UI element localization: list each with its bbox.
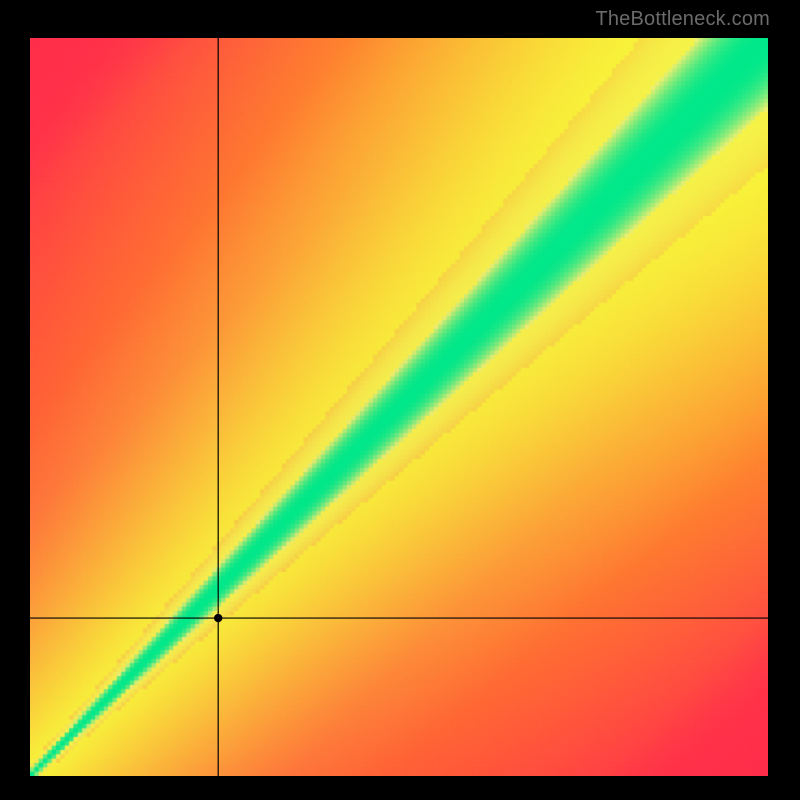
frame: TheBottleneck.com xyxy=(0,0,800,800)
watermark-label: TheBottleneck.com xyxy=(595,8,770,31)
bottleneck-heatmap xyxy=(30,38,768,776)
